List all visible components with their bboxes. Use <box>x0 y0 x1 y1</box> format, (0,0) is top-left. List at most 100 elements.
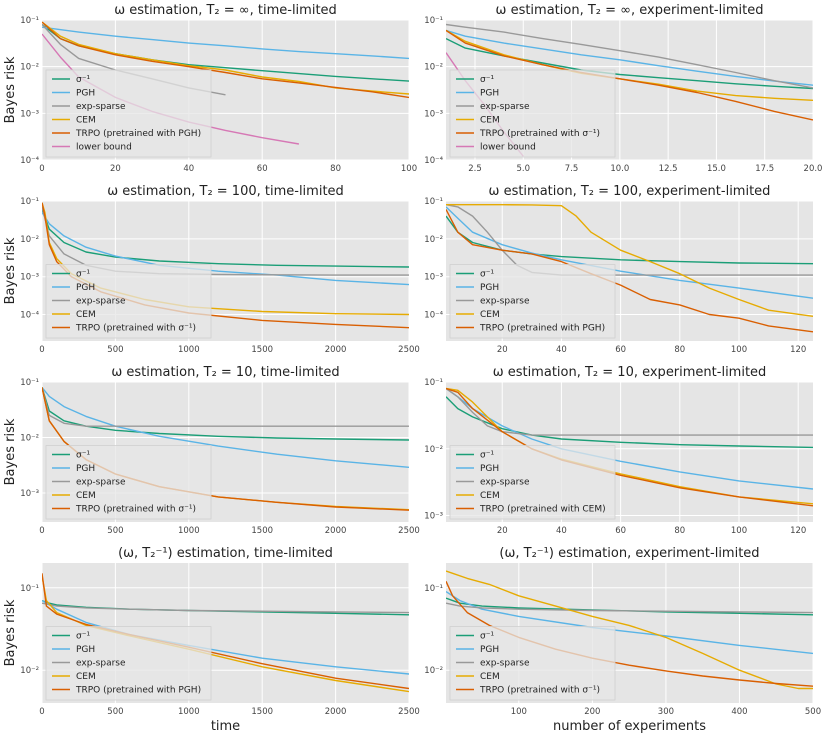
series-line-trpo <box>446 29 813 121</box>
chart-panel-8: (ω, T₂⁻¹) estimation, experiment-limited… <box>424 546 821 717</box>
x-tick-label: 120 <box>790 526 806 536</box>
x-tick-label: 60 <box>615 345 626 355</box>
y-tick-label: 10⁻¹ <box>20 584 39 594</box>
legend-entry: exp-sparse <box>76 659 126 669</box>
legend-entry: PGH <box>76 89 95 99</box>
legend-box <box>45 264 212 339</box>
legend-entry: PGH <box>76 283 95 293</box>
legend-entry: TRPO (pretrained with σ⁻¹) <box>479 686 600 696</box>
legend-entry: CEM <box>76 491 96 501</box>
chart-panel-1: ω estimation, T₂ = ∞, time-limited 0 20 40 6… <box>20 3 417 174</box>
legend-entry: TRPO (pretrained with PGH) <box>75 686 201 696</box>
x-tick-label: 20 <box>110 164 121 174</box>
legend-box <box>45 69 212 158</box>
x-tick-label: 1500 <box>251 707 273 717</box>
x-tick-label: 0 <box>39 164 44 174</box>
legend-entry: TRPO (pretrained with σ⁻¹) <box>75 324 196 334</box>
series-line-sigma <box>446 597 813 616</box>
legend-entry: PGH <box>480 464 499 474</box>
x-tick-label: 120 <box>790 345 806 355</box>
x-tick-label: 2000 <box>325 707 347 717</box>
y-tick-label: 10⁻² <box>424 63 443 73</box>
legend-entry: TRPO (pretrained with σ⁻¹) <box>75 505 196 515</box>
legend-entry: exp-sparse <box>480 478 530 488</box>
chart-title: ω estimation, T₂ = 100, time-limited <box>107 184 344 199</box>
y-tick-label: 10⁻³ <box>20 109 39 119</box>
x-tick-label: 0 <box>39 707 44 717</box>
series-line-sigma <box>446 37 813 90</box>
x-tick-label: 1500 <box>251 345 273 355</box>
x-tick-label: 100 <box>511 707 527 717</box>
y-tick-label: 10⁻⁴ <box>20 156 39 166</box>
legend-entry: σ⁻¹ <box>76 75 90 85</box>
x-tick-label: 2.5 <box>468 164 482 174</box>
x-tick-label: 100 <box>401 164 417 174</box>
legend-entry: exp-sparse <box>76 102 126 112</box>
legend: σ⁻¹ PGH exp-sparse CEM TRPO (pretrained with… <box>449 69 616 158</box>
legend-entry: σ⁻¹ <box>480 451 494 461</box>
y-tick-label: 10⁻¹ <box>424 197 443 207</box>
legend-entry: σ⁻¹ <box>480 270 494 280</box>
y-tick-label: 10⁻¹ <box>424 378 443 388</box>
y-tick-label: 10⁻² <box>424 445 443 455</box>
y-tick-label: 10⁻⁴ <box>424 311 443 321</box>
chart-title: ω estimation, T₂ = 10, experiment-limite… <box>493 365 767 380</box>
legend: σ⁻¹ PGH exp-sparse CEM TRPO (pretrained with… <box>45 626 212 701</box>
x-tick-label: 1000 <box>178 707 200 717</box>
legend-box <box>449 264 616 339</box>
series-line-pgh <box>42 386 409 468</box>
series-line-pgh <box>446 591 813 655</box>
y-tick-label: 10⁻¹ <box>20 378 39 388</box>
x-tick-label: 0 <box>39 345 44 355</box>
y-tick-label: 10⁻³ <box>424 109 443 119</box>
x-tick-label: 80 <box>674 345 685 355</box>
legend-entry: CEM <box>76 672 96 682</box>
x-tick-label: 2500 <box>398 707 420 717</box>
y-tick-label: 10⁻¹ <box>424 584 443 594</box>
legend-box <box>449 69 616 158</box>
x-tick-label: 300 <box>658 707 674 717</box>
x-tick-label: 2500 <box>398 345 420 355</box>
x-tick-label: 80 <box>330 164 341 174</box>
series-line-exp-sparse <box>446 602 813 614</box>
x-tick-label: 1500 <box>251 526 273 536</box>
legend-entry: PGH <box>480 89 499 99</box>
legend-entry: lower bound <box>480 143 536 153</box>
series-line-cem <box>446 570 813 690</box>
chart-title: ω estimation, T₂ = ∞, experiment-limited <box>496 3 764 18</box>
y-tick-label: 10⁻³ <box>424 273 443 283</box>
chart-panel-7: (ω, T₂⁻¹) estimation, time-limited 0 500 10… <box>20 546 420 717</box>
x-tick-label: 0 <box>39 526 44 536</box>
legend-box <box>449 626 616 701</box>
y-axis-label-row-3: Bayes risk <box>3 418 18 485</box>
y-tick-label: 10⁻² <box>424 235 443 245</box>
series-line-pgh <box>42 212 409 286</box>
y-tick-label: 10⁻¹ <box>20 16 39 26</box>
x-tick-label: 500 <box>107 345 123 355</box>
y-tick-label: 10⁻² <box>20 235 39 245</box>
legend-entry: PGH <box>480 283 499 293</box>
x-tick-label: 15.0 <box>707 164 726 174</box>
chart-panel-2: ω estimation, T₂ = ∞, experiment-limited… <box>424 3 822 174</box>
series-line-pgh <box>446 387 813 490</box>
legend-entry: PGH <box>76 645 95 655</box>
legend-entry: TRPO (pretrained with CEM) <box>479 505 606 515</box>
x-tick-label: 40 <box>556 345 567 355</box>
legend-entry: σ⁻¹ <box>76 451 90 461</box>
x-tick-label: 400 <box>731 707 747 717</box>
chart-panel-6: ω estimation, T₂ = 10, experiment-limite… <box>424 365 813 536</box>
series-line-cem <box>446 203 813 317</box>
x-tick-label: 60 <box>615 526 626 536</box>
x-tick-label: 500 <box>107 526 123 536</box>
chart-title: ω estimation, T₂ = 10, time-limited <box>111 365 339 380</box>
x-tick-label: 1000 <box>178 526 200 536</box>
x-tick-label: 2500 <box>398 526 420 536</box>
legend-entry: exp-sparse <box>76 478 126 488</box>
y-tick-label: 10⁻² <box>424 666 443 676</box>
legend-entry: σ⁻¹ <box>480 75 494 85</box>
x-axis-label-time: time <box>211 719 240 734</box>
legend: σ⁻¹ PGH exp-sparse CEM TRPO (pretrained with… <box>45 264 212 339</box>
legend-entry: σ⁻¹ <box>76 632 90 642</box>
x-tick-label: 200 <box>584 707 600 717</box>
